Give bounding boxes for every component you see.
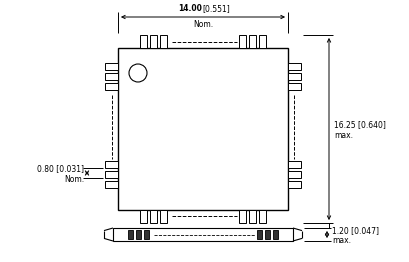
Bar bbox=[288, 161, 301, 168]
Bar bbox=[118, 48, 288, 210]
Text: max.: max. bbox=[334, 132, 353, 140]
Bar bbox=[249, 35, 256, 48]
Bar bbox=[257, 230, 262, 239]
Bar bbox=[150, 35, 157, 48]
Bar bbox=[160, 35, 167, 48]
Bar bbox=[140, 210, 147, 223]
Bar bbox=[160, 210, 167, 223]
Bar bbox=[265, 230, 270, 239]
Bar bbox=[105, 73, 118, 80]
Bar bbox=[113, 228, 293, 241]
Bar bbox=[273, 230, 278, 239]
Text: Nom.: Nom. bbox=[193, 20, 213, 29]
Bar bbox=[288, 171, 301, 178]
Bar bbox=[105, 181, 118, 188]
Text: [0.551]: [0.551] bbox=[202, 4, 230, 13]
Bar bbox=[288, 73, 301, 80]
Bar bbox=[140, 35, 147, 48]
Bar bbox=[144, 230, 149, 239]
Bar bbox=[239, 210, 246, 223]
Bar bbox=[288, 63, 301, 70]
Bar bbox=[259, 210, 266, 223]
Bar bbox=[105, 171, 118, 178]
Bar bbox=[105, 63, 118, 70]
Bar bbox=[239, 35, 246, 48]
Bar bbox=[128, 230, 133, 239]
Bar bbox=[249, 210, 256, 223]
Bar bbox=[150, 210, 157, 223]
Bar bbox=[136, 230, 141, 239]
Text: 1.20 [0.047]: 1.20 [0.047] bbox=[332, 226, 379, 235]
Bar bbox=[288, 181, 301, 188]
Text: 0.80 [0.031]: 0.80 [0.031] bbox=[37, 165, 84, 173]
Text: max.: max. bbox=[332, 236, 351, 245]
Text: 16.25 [0.640]: 16.25 [0.640] bbox=[334, 121, 386, 129]
Bar bbox=[259, 35, 266, 48]
Bar bbox=[105, 83, 118, 90]
Bar bbox=[288, 83, 301, 90]
Bar bbox=[105, 161, 118, 168]
Text: Nom.: Nom. bbox=[64, 174, 84, 183]
Text: 14.00: 14.00 bbox=[178, 4, 202, 13]
